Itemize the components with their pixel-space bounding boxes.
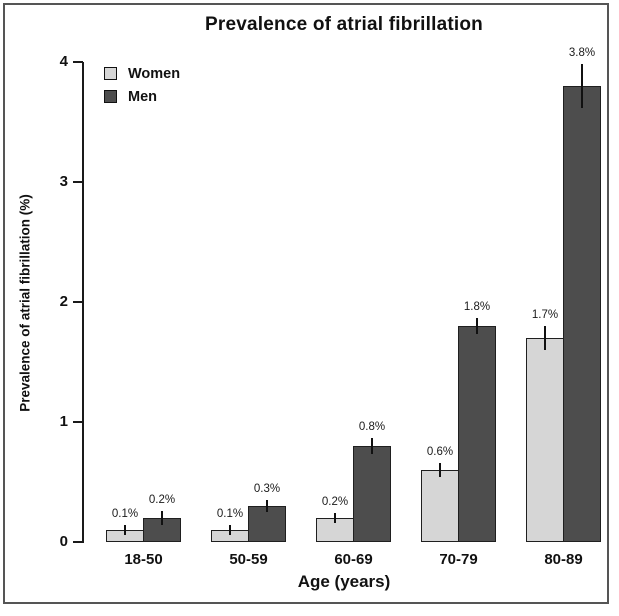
bar-value-label-women-18-50: 0.1% [111,508,139,521]
error-bar-men-18-50 [161,510,163,526]
error-bar-women-70-79 [439,462,441,478]
x-tick-label-60-69: 60-69 [334,551,373,568]
error-bar-women-18-50 [124,525,126,535]
chart-title: Prevalence of atrial fibrillation [205,14,483,35]
bar-value-label-women-80-89: 1.7% [531,309,559,321]
y-axis-title: Prevalence of atrial fibrillation (%) [17,194,33,412]
y-tick-label: 3 [59,173,68,190]
bar-women-70-79 [421,470,459,542]
bar-value-label-men-60-69: 0.8% [358,420,386,433]
bar-value-label-men-80-89: 3.8% [568,47,596,60]
x-tick-label-50-59: 50-59 [229,551,268,568]
legend-label-women: Women [128,65,181,82]
error-bar-women-80-89 [544,326,546,350]
y-tick-label: 2 [59,293,68,310]
y-axis-tick [73,541,83,543]
x-tick-label-70-79: 70-79 [439,551,478,568]
legend-swatch-men-icon [104,90,117,103]
error-bar-men-60-69 [371,437,373,455]
bar-value-label-men-70-79: 1.8% [463,300,491,313]
legend-label-men: Men [128,88,157,105]
error-bar-women-50-59 [229,525,231,535]
bar-men-70-79 [458,326,496,542]
bar-value-label-women-50-59: 0.1% [216,508,244,521]
bar-men-60-69 [353,446,391,542]
legend-swatch-women-icon [104,67,117,80]
legend-item-men: Men [104,85,180,108]
x-axis-title: Age (years) [297,572,391,591]
y-tick-label: 0 [59,533,68,550]
error-bar-women-60-69 [334,513,336,523]
y-axis-line [82,62,84,543]
y-tick-label: 4 [59,53,68,70]
y-tick-label: 1 [59,413,68,430]
y-axis-tick [73,61,83,63]
y-axis-tick [73,181,83,183]
y-axis-tick [73,301,83,303]
error-bar-men-80-89 [581,64,583,108]
legend: Women Men [104,62,180,108]
bar-women-80-89 [526,338,564,542]
bar-value-label-women-70-79: 0.6% [426,445,454,458]
error-bar-men-50-59 [266,500,268,512]
bar-value-label-men-18-50: 0.2% [148,493,176,506]
figure-frame [3,3,609,604]
y-axis-tick [73,421,83,423]
bar-men-80-89 [563,86,601,542]
legend-item-women: Women [104,62,180,85]
x-tick-label-18-50: 18-50 [124,551,163,568]
error-bar-men-70-79 [476,317,478,335]
bar-value-label-women-60-69: 0.2% [321,496,349,509]
bar-value-label-men-50-59: 0.3% [253,483,281,495]
x-tick-label-80-89: 80-89 [544,551,583,568]
